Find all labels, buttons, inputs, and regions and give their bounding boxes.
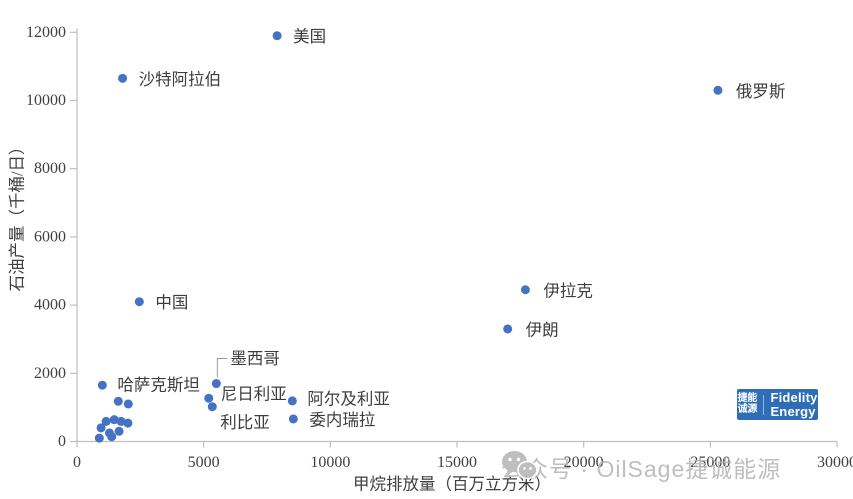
data-point [96,423,106,433]
data-point-venezuela [288,414,298,424]
logo-en-line1: Fidelity [770,390,818,405]
data-point [101,416,111,426]
x-tick-label: 30000 [817,454,853,471]
data-point-iraq [520,285,530,295]
y-tick-label: 2000 [34,365,66,382]
point-label-libya: 利比亚 [220,413,270,432]
data-point-mexico [211,379,221,389]
point-label-algeria: 阿尔及利亚 [307,389,390,408]
y-tick-label: 6000 [34,228,66,245]
data-point-russia [713,85,723,95]
data-point [114,426,124,436]
data-point [116,416,126,426]
y-tick-label: 12000 [26,24,66,41]
logo-divider [763,394,765,415]
y-tick-label: 0 [58,433,66,450]
data-point-algeria [287,396,297,406]
point-label-china: 中国 [155,293,188,312]
y-tick-label: 8000 [34,160,66,177]
logo-en-line2: Energy [770,403,816,419]
point-label-mexico: 墨西哥 [230,349,279,368]
data-point [109,415,119,425]
point-label-nigeria: 尼日利亚 [221,385,287,404]
x-tick-label: 25000 [690,454,730,471]
x-tick-label: 15000 [437,454,477,471]
logo-cn-line1: 捷能 [737,393,758,404]
x-axis-title: 甲烷排放量（百万立方米） [353,475,551,494]
point-label-kazakhstan: 哈萨克斯坦 [117,376,200,395]
data-point-kazakhstan [97,380,107,390]
logo-cn-line2: 诚源 [737,403,758,415]
y-tick-label: 10000 [26,92,66,109]
data-point-usa [272,31,282,41]
data-point [113,396,123,406]
x-tick-label: 0 [73,454,81,471]
point-label-saudi-arabia: 沙特阿拉伯 [139,70,222,89]
data-point [107,432,117,442]
leader-line-mexico [216,358,228,378]
logo-chinese-text: 捷能 诚源 [737,393,758,415]
point-label-venezuela: 委内瑞拉 [309,410,375,429]
watermark-text: 公众号 · OilSage捷诚能源 [501,456,782,482]
point-label-iraq: 伊拉克 [543,281,593,300]
data-point-iran [503,324,513,334]
data-point [123,418,133,428]
data-point-saudi-arabia [118,73,128,83]
data-point [94,433,104,443]
data-point-china [134,297,144,307]
data-point-libya [207,402,217,412]
point-label-russia: 俄罗斯 [736,82,786,101]
logo-english-text: Fidelity Energy [770,391,817,418]
watermark: 公众号 · OilSage捷诚能源 [501,450,781,484]
fidelity-energy-logo: 捷能 诚源 Fidelity Energy [737,389,818,420]
y-axis-title: 石油产量（千桶/日） [8,138,27,291]
y-tick-label: 4000 [34,297,66,314]
point-label-iran: 伊朗 [526,320,559,339]
data-point [123,399,133,409]
x-tick-label: 20000 [564,454,604,471]
wechat-icon [502,451,537,480]
point-label-usa: 美国 [293,27,326,46]
x-tick-label: 10000 [310,454,350,471]
x-tick-label: 5000 [188,454,220,471]
data-point-nigeria [204,393,214,403]
